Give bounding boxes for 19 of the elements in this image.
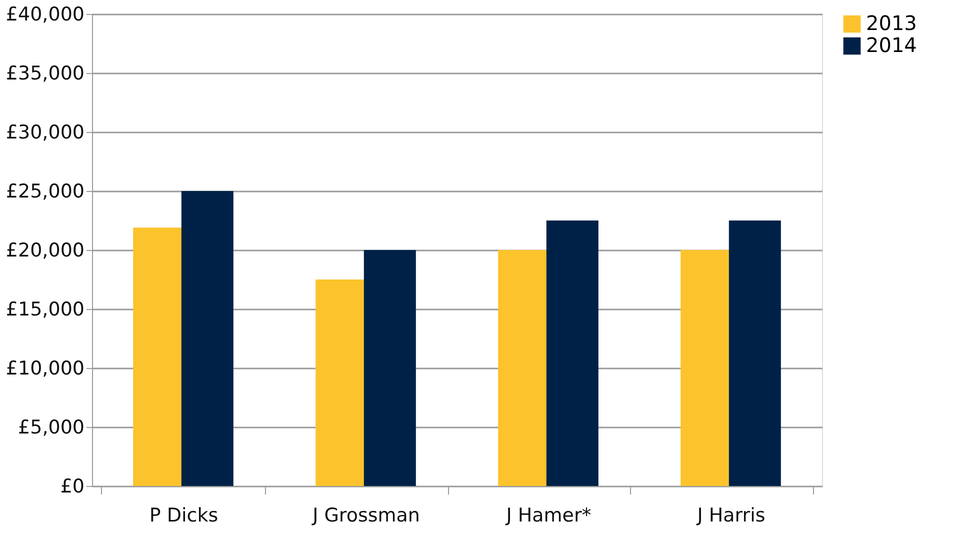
y-tick-label: £30,000: [6, 122, 84, 144]
x-tick-label: P Dicks: [149, 504, 218, 526]
x-tick-label: J Harris: [696, 504, 766, 526]
y-tick-label: £15,000: [6, 298, 84, 320]
y-tick-label: £25,000: [6, 180, 84, 202]
y-tick-label: £20,000: [6, 240, 84, 262]
legend-label: 2014: [866, 33, 917, 57]
bar: [181, 191, 234, 486]
y-tick-label: £10,000: [6, 358, 84, 380]
x-tick-label: J Hamer*: [505, 504, 592, 526]
x-tick-label: J Grossman: [312, 504, 420, 526]
y-tick-label: £40,000: [6, 4, 84, 26]
y-tick-label: £35,000: [6, 62, 84, 84]
bar: [728, 220, 781, 486]
y-tick-label: £5,000: [18, 416, 84, 438]
y-tick-label: £0: [60, 476, 84, 498]
legend-label: 2013: [866, 11, 917, 35]
bar: [364, 250, 416, 486]
bar: [546, 220, 598, 486]
